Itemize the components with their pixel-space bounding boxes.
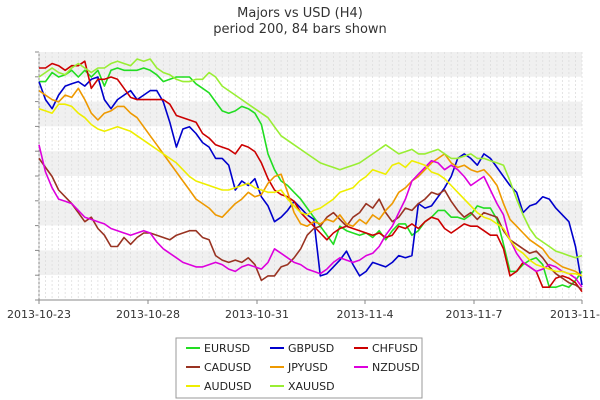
series-line-cadusd [38,157,583,291]
series-line-audusd [38,103,583,277]
legend: EURUSD GBPUSD CHFUSD CADUSD JPYUSD NZDUSD AUDU… [175,337,423,399]
grid-band [39,101,582,127]
series-line-chfusd [39,60,583,293]
x-tick-label: 2013-10-31 [225,308,289,321]
x-tick-label: 2013-11-7 [446,308,503,321]
grid-band [39,126,582,152]
grid-bands [39,52,582,300]
legend-label: GBPUSD [288,342,334,355]
grid-band [39,225,582,251]
x-tick-label: 2013-10-23 [7,308,71,321]
legend-label: JPYUSD [287,361,328,374]
x-tick-label: 2013-11-4 [337,308,394,321]
legend-label: NZDUSD [372,361,420,374]
series-lines [38,52,583,300]
legend-label: AUDUSD [204,380,252,393]
x-tick-label: 2013-11-11 [550,308,600,321]
x-tick-label: 2013-10-28 [116,308,180,321]
chart-title: Majors vs USD (H4) [237,6,363,21]
grid-band [39,76,582,102]
x-axis-ticks: 2013-10-23 2013-10-28 2013-10-31 2013-11-4 2… [7,300,600,321]
series-line-nzdusd [38,144,583,288]
legend-label: EURUSD [204,342,250,355]
grid-band [39,176,582,201]
legend-label: CHFUSD [372,342,418,355]
legend-label: XAUUSD [288,380,335,393]
grid-band [39,275,582,300]
chart-subtitle: period 200, 84 bars shown [213,22,387,37]
grid-band [39,250,582,276]
grid-band [39,52,582,77]
legend-label: CADUSD [204,361,251,374]
series-line-xauusd [38,58,583,259]
legend-box [175,337,423,399]
series-line-jpyusd [38,87,583,277]
series-line-gbpusd [38,76,583,286]
